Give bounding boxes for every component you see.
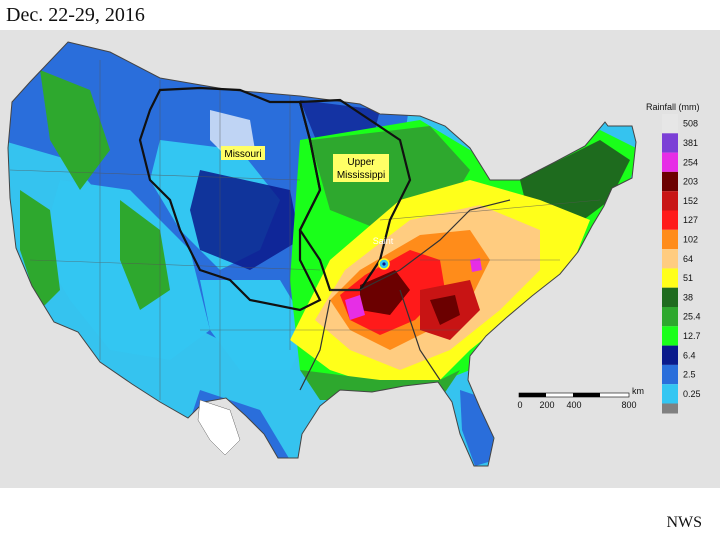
scale-tick-400: 400 — [566, 400, 581, 410]
legend-swatch-64 — [662, 249, 678, 269]
missouri-basin-label: Missouri — [224, 149, 261, 160]
upper-mississippi-label-line1: Upper — [347, 157, 375, 168]
scale-bar: km 0 200 400 800 — [517, 386, 644, 410]
legend-swatch-25-4 — [662, 307, 678, 327]
legend-title: Rainfall (mm) — [646, 102, 700, 112]
date-range-title: Dec. 22-29, 2016 — [6, 4, 145, 26]
legend-label-254: 254 — [683, 157, 698, 167]
legend-label-152: 152 — [683, 196, 698, 206]
legend-label-2-5: 2.5 — [683, 370, 696, 380]
legend-label-38: 38 — [683, 292, 693, 302]
legend-label-6-4: 6.4 — [683, 350, 696, 360]
source-credit: NWS — [666, 514, 702, 531]
legend-swatch-381 — [662, 133, 678, 153]
legend-label-51: 51 — [683, 273, 693, 283]
rainfall-legend: Rainfall (mm) 508 381 254 203 152 127 102 64 51 3… — [646, 102, 701, 414]
scale-tick-200: 200 — [539, 400, 554, 410]
rainfall-map: Missouri Upper Mississippi Saint km 0 20… — [7, 41, 701, 467]
legend-swatch-254 — [662, 152, 678, 172]
legend-swatch-152 — [662, 191, 678, 211]
legend-label-127: 127 — [683, 215, 698, 225]
upper-mississippi-label-line2: Mississippi — [337, 170, 385, 181]
legend-swatch-102 — [662, 229, 678, 250]
rain-0.25mm-plains — [200, 280, 310, 370]
rain-25.4mm-rockies — [120, 200, 170, 310]
legend-swatch-12-7 — [662, 326, 678, 346]
legend-label-381: 381 — [683, 138, 698, 148]
legend-label-0-25: 0.25 — [683, 389, 701, 399]
legend-label-12-7: 12.7 — [683, 331, 701, 341]
legend-swatch-6-4 — [662, 345, 678, 365]
legend-swatch-38 — [662, 287, 678, 307]
saint-louis-label: Saint — [373, 236, 394, 246]
upper-mississippi-basin-boundary — [298, 98, 412, 292]
scale-tick-0: 0 — [517, 400, 522, 410]
legend-label-64: 64 — [683, 254, 693, 264]
legend-swatch-508 — [662, 114, 678, 134]
legend-label-102: 102 — [683, 234, 698, 244]
legend-swatch-2-5 — [662, 364, 678, 385]
missouri-basin-boundary — [138, 86, 322, 312]
rain-203mm-southeast — [430, 295, 460, 325]
rain-6.4mm-region — [190, 170, 300, 270]
legend-label-25-4: 25.4 — [683, 312, 701, 322]
legend-label-203: 203 — [683, 177, 698, 187]
legend-cap — [662, 403, 678, 414]
rain-254mm-spot — [345, 295, 365, 320]
saint-louis-dot — [382, 262, 386, 266]
legend-swatch-203 — [662, 171, 678, 192]
upper-mississippi-label-box — [333, 154, 389, 182]
legend-swatch-127 — [662, 210, 678, 230]
state-boundaries — [9, 60, 601, 400]
rain-25.4mm-northwest — [40, 70, 110, 190]
missouri-label-box — [221, 146, 265, 160]
legend-swatch-0-25 — [662, 384, 678, 404]
scale-tick-800: 800 — [621, 400, 636, 410]
rain-254mm-spot-2 — [470, 258, 482, 272]
legend-swatch-51 — [662, 268, 678, 288]
rain-203mm-core — [360, 270, 410, 315]
legend-label-508: 508 — [683, 119, 698, 129]
lower-basin-boundaries — [299, 199, 511, 391]
scale-unit: km — [632, 386, 644, 396]
dry-area-texas — [197, 399, 241, 456]
